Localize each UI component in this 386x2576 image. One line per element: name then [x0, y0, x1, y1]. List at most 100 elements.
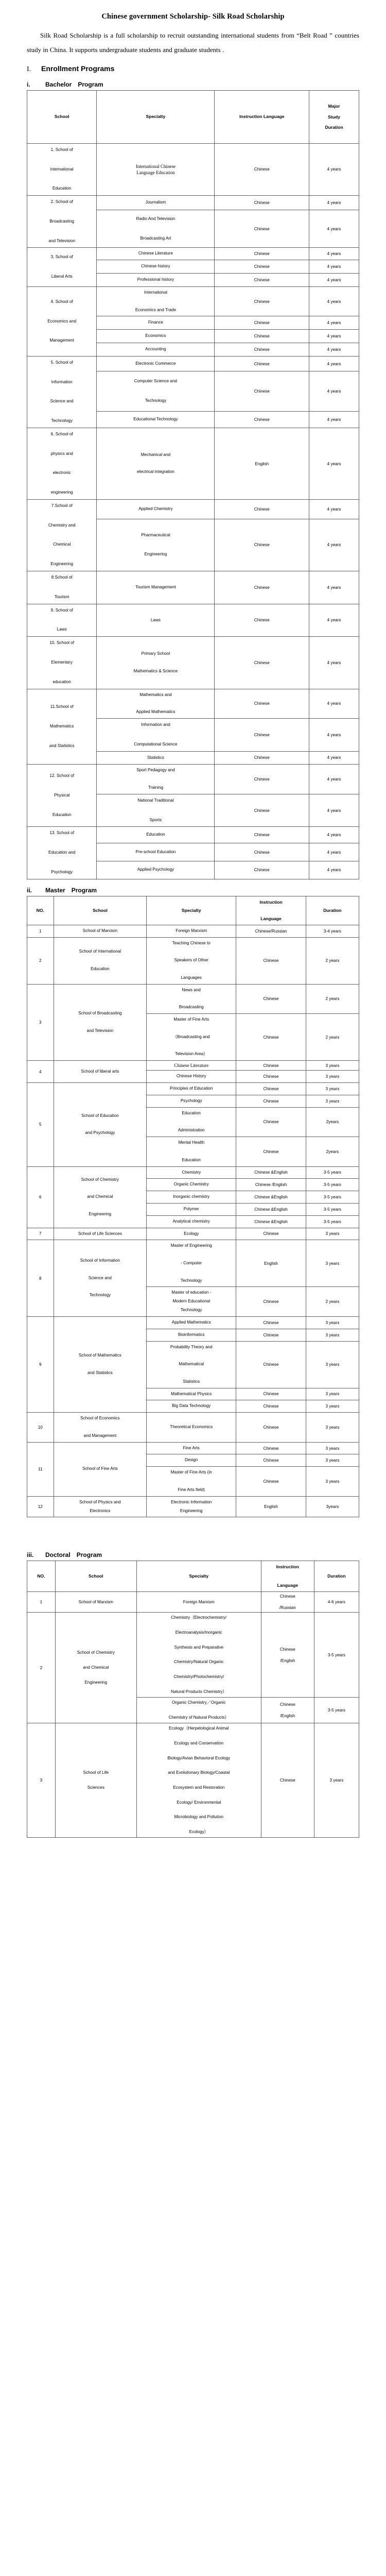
table-row: Big Data Technology Chinese 3 years [27, 1400, 360, 1413]
cell-instruction-language: Chinese [214, 636, 310, 689]
cell-duration: 3-5 years [305, 1191, 360, 1204]
table-row: Pharmaceutical Engineering Chinese 4 years [27, 518, 359, 572]
cell-duration: 3-5 years [305, 1202, 360, 1216]
cell-no: 8 [27, 1240, 54, 1317]
cell-school: School of Life Sciences [55, 1723, 137, 1838]
cell-specialty: Sport Pedagogy and Training [96, 764, 215, 794]
section-spacer [27, 1520, 359, 1544]
cell-duration: 3years [305, 1496, 360, 1518]
table-row: Computer Science and Technology Chinese 4 y… [27, 371, 359, 412]
cell-school: 1. School of International Education [26, 143, 97, 196]
table-row: 2 School of International Education Teachin… [27, 937, 360, 985]
header-school: School [55, 1561, 137, 1592]
cell-specialty: Ecology [146, 1227, 237, 1241]
cell-instruction-language: Chinese [236, 1227, 306, 1241]
cell-instruction-language: Chinese [214, 793, 310, 827]
cell-specialty: Finance [96, 316, 215, 330]
cell-specialty: Ecology（Herpetological Animal Ecology and… [136, 1723, 261, 1838]
table-row: Mental Health Education Chinese 2years [27, 1137, 360, 1167]
cell-instruction-language: Chinese [214, 751, 310, 765]
cell-duration: 2 years [305, 937, 360, 985]
table-row: 13. School of Education and Psychology Educ… [26, 826, 359, 879]
cell-instruction-language: Chinese &English [236, 1191, 306, 1204]
table-header-row: NO. School Specialty Instruction Languag… [27, 1561, 360, 1592]
table-row: 7.School of Chemistry and Chemical Engineer… [26, 499, 359, 572]
master-table-body: 1 School of Marxism Foreign Marxism Chinese… [27, 924, 360, 1518]
cell-instruction-language: Chinese [214, 843, 310, 861]
table-row: 3. School of Liberal Arts Chinese Literatu… [26, 247, 359, 287]
cell-no: 2 [27, 937, 54, 985]
cell-duration: 4 years [309, 428, 359, 500]
doctoral-label-a: Doctoral [45, 1551, 71, 1559]
cell-school: School of Information Science and Technolo… [53, 1240, 147, 1317]
table-row: 6 School of Chemistry and Chemical Engineer… [27, 1166, 360, 1228]
cell-instruction-language: Chinese [214, 688, 310, 719]
cell-specialty: Inorganic chemistry [146, 1191, 237, 1204]
header-specialty: Specialty [136, 1561, 261, 1592]
table-row: 5. School of Information Science and Techno… [26, 356, 359, 429]
cell-specialty: Foreign Marxism [136, 1591, 261, 1613]
cell-specialty: Mental Health Education [146, 1137, 237, 1167]
cell-specialty: Applied Chemistry [96, 499, 215, 519]
cell-specialty: Organic Chemistry／Organic Chemistry of Na… [136, 1697, 261, 1724]
table-row: 2. School of Broadcasting and Television Jo… [26, 195, 359, 248]
cell-specialty: Principles of Education [146, 1082, 237, 1095]
cell-specialty: Computer Science and Technology [96, 371, 215, 412]
cell-instruction-language: Chinese [214, 356, 310, 372]
header-no: NO. [27, 895, 54, 925]
table-row: 3 School of Life Sciences Ecology（Herpetolo… [27, 1723, 360, 1838]
table-row: Pre-school Education Chinese 4 years [27, 843, 359, 861]
cell-duration: 4 years [309, 195, 359, 210]
cell-duration: 3 years [305, 1400, 360, 1413]
cell-school: School of Physics and Electronics [53, 1496, 147, 1518]
cell-duration: 4 years [309, 499, 359, 519]
table-header-row: NO. School Specialty Instruction Languag… [27, 895, 360, 925]
cell-duration: 4 years [309, 793, 359, 827]
bachelor-label-b: Program [78, 80, 103, 88]
table-row: 5 School of Education and Psychology Princi… [27, 1082, 360, 1167]
cell-duration: 3 years [305, 1341, 360, 1388]
master-label-number: ii. [27, 886, 32, 894]
cell-instruction-language: Chinese [214, 209, 310, 248]
cell-specialty: National Traditional Sports [96, 793, 215, 827]
cell-instruction-language: Chinese [214, 571, 310, 604]
cell-duration: 4 years [309, 718, 359, 752]
cell-school: School of Fine Arts [53, 1442, 147, 1497]
bachelor-program-table: School Specialty Instruction Language Ma… [26, 90, 359, 879]
cell-instruction-language: Chinese [260, 1723, 314, 1838]
cell-instruction-language: Chinese [236, 1400, 306, 1413]
table-row: Educational Technology Chinese 4 years [27, 411, 359, 429]
cell-duration: 2 years [305, 984, 360, 1014]
table-row: Applied Psychology Chinese 4 years [27, 861, 359, 879]
table-row: Mathematical Physics Chinese 3 years [27, 1387, 360, 1401]
cell-school: 12. School of Physical Education [26, 764, 97, 827]
cell-duration: 4 years [309, 260, 359, 274]
cell-duration: 3 years [305, 1328, 360, 1342]
subsection-heading-bachelor: i. Bachelor Program [27, 81, 359, 88]
header-specialty: Specialty [96, 90, 215, 144]
cell-school: School of International Education [53, 937, 147, 985]
cell-duration: 4 years [309, 861, 359, 879]
cell-no: 9 [27, 1316, 54, 1413]
cell-instruction-language: Chinese [214, 195, 310, 210]
cell-instruction-language: Chinese [214, 718, 310, 752]
header-duration: Duration [305, 895, 360, 925]
table-row: 4. School of Economics and Management Inter… [26, 286, 359, 357]
cell-instruction-language: Chinese [214, 861, 310, 879]
cell-specialty: Tourism Management [96, 571, 215, 604]
cell-school: School of Chemistry and Chemical Engineeri… [55, 1612, 137, 1724]
cell-instruction-language: Chinese/Russian [260, 1591, 314, 1613]
cell-instruction-language: Chinese [214, 316, 310, 330]
doctoral-table-body: 1 School of Marxism Foreign Marxism Chinese… [27, 1591, 360, 1838]
table-header-row: School Specialty Instruction Language Ma… [26, 90, 359, 144]
cell-instruction-language: Chinese [236, 1328, 306, 1342]
cell-duration: 2years [305, 1137, 360, 1167]
cell-duration: 3 years [305, 1094, 360, 1108]
table-row: 8 School of Information Science and Technol… [27, 1240, 360, 1317]
cell-duration: 4 years [309, 143, 359, 196]
cell-duration: 4 years [309, 273, 359, 287]
header-school: School [53, 895, 147, 925]
cell-instruction-language: Chinese [236, 1082, 306, 1095]
cell-instruction-language: Chinese [236, 1316, 306, 1329]
cell-duration: 3 years [305, 1466, 360, 1497]
